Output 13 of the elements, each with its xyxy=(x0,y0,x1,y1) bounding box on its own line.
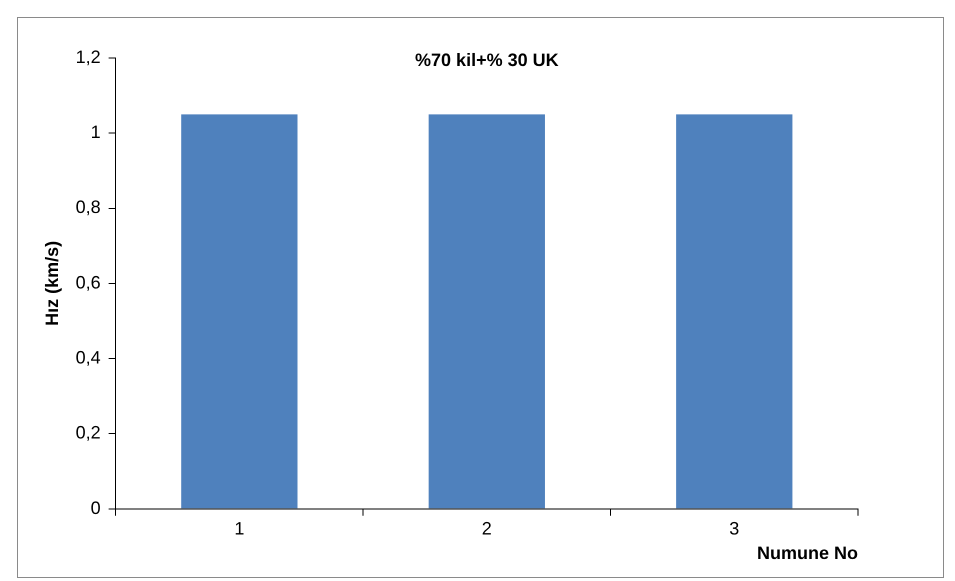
y-tick-label: 0,6 xyxy=(76,272,101,292)
x-tick-label: 2 xyxy=(482,518,492,539)
y-tick-label: 1,2 xyxy=(76,46,101,67)
chart-title: %70 kil+% 30 UK xyxy=(415,50,559,70)
y-axis-title: Hız (km/s) xyxy=(42,240,62,326)
x-axis-title: Numune No xyxy=(757,543,858,564)
y-tick-label: 1 xyxy=(90,122,101,142)
y-tick-label: 0 xyxy=(90,498,101,518)
y-tick-label: 0,2 xyxy=(76,422,101,443)
y-tick-label: 0,8 xyxy=(76,197,101,218)
x-tick-label: 1 xyxy=(234,518,244,539)
x-tick-label: 3 xyxy=(729,518,740,539)
y-tick-label: 0,4 xyxy=(76,348,101,368)
